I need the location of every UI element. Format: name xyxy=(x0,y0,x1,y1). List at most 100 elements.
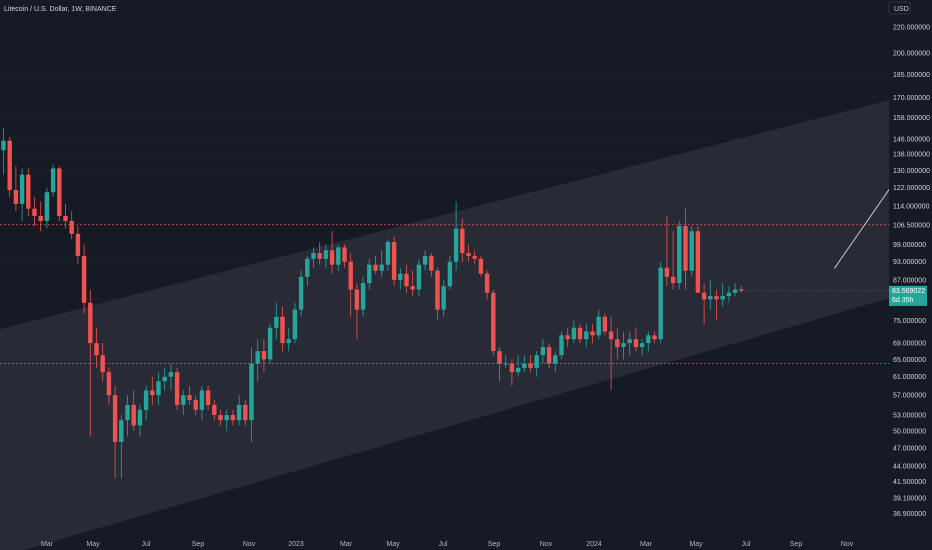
candle-body xyxy=(236,404,242,421)
candle-body xyxy=(720,296,725,300)
candle-body xyxy=(112,395,118,443)
candle-body xyxy=(249,363,254,421)
y-tick-label: 75.000000 xyxy=(893,318,926,325)
candle xyxy=(478,255,484,277)
candle-body xyxy=(174,372,180,405)
candle xyxy=(168,363,174,391)
y-tick-label: 138.000000 xyxy=(893,152,930,159)
candle-body xyxy=(627,339,632,344)
candle xyxy=(739,286,744,293)
candle-body xyxy=(329,250,335,265)
candle xyxy=(187,385,192,405)
candle-body xyxy=(646,335,651,344)
candle xyxy=(106,367,112,405)
currency-badge[interactable] xyxy=(888,1,911,15)
candle-body xyxy=(255,351,260,364)
candle-body xyxy=(373,264,378,271)
candle xyxy=(398,267,403,290)
y-tick-label: 106.500000 xyxy=(893,222,930,229)
candle xyxy=(509,359,515,386)
trend-channel[interactable] xyxy=(0,74,932,550)
y-tick-label: 53.000000 xyxy=(893,413,926,420)
candle xyxy=(596,309,601,340)
candle xyxy=(497,347,502,382)
candle-body xyxy=(472,255,477,259)
candle-body xyxy=(292,309,298,340)
candle xyxy=(81,244,87,314)
price-axis[interactable] xyxy=(889,0,932,550)
candle xyxy=(540,339,546,364)
x-tick-label: May xyxy=(689,541,703,548)
candle xyxy=(714,289,719,321)
candle xyxy=(236,395,242,426)
candle xyxy=(633,327,639,352)
candle-body xyxy=(243,404,248,421)
candle-body xyxy=(267,327,273,360)
candle-body xyxy=(708,296,713,300)
candle xyxy=(267,324,273,364)
candle xyxy=(584,324,589,348)
candle-body xyxy=(311,253,316,259)
candle-body xyxy=(658,267,663,340)
candle xyxy=(88,289,93,437)
candle-body xyxy=(491,292,496,352)
candle xyxy=(243,400,248,426)
y-tick-label: 61.000000 xyxy=(893,374,926,381)
candle xyxy=(590,324,595,344)
y-tick-label: 93.000000 xyxy=(893,259,926,266)
candle xyxy=(429,253,434,277)
candle-body xyxy=(187,395,192,401)
candle xyxy=(336,244,341,271)
candle-body xyxy=(683,226,688,271)
y-tick-label: 130.000000 xyxy=(893,168,930,175)
candle xyxy=(261,339,267,373)
candle-body xyxy=(100,355,105,373)
y-tick-label: 69.000000 xyxy=(893,341,926,348)
candle-body xyxy=(168,372,174,377)
y-tick-label: 114.000000 xyxy=(893,204,930,211)
candle xyxy=(329,231,335,274)
candle xyxy=(416,258,422,297)
candle xyxy=(38,201,43,232)
candle-body xyxy=(224,415,229,421)
candle-body xyxy=(447,261,453,287)
candle-body xyxy=(94,343,99,356)
candle-body xyxy=(286,339,291,344)
candle xyxy=(571,320,577,344)
candle-body xyxy=(528,363,533,368)
candle xyxy=(689,226,694,277)
x-tick-label: Mar xyxy=(41,541,54,548)
candle xyxy=(410,270,415,297)
y-tick-label: 146.000000 xyxy=(893,136,930,143)
candle-body xyxy=(441,286,446,310)
candle-body xyxy=(596,316,601,336)
candle-body xyxy=(522,363,527,368)
candle xyxy=(150,376,155,405)
candles xyxy=(1,127,744,479)
candle xyxy=(732,283,738,297)
candle xyxy=(385,239,391,271)
candle xyxy=(255,339,260,382)
candle-body xyxy=(261,351,267,360)
x-tick-label: Jul xyxy=(742,541,751,548)
candle xyxy=(484,270,490,300)
y-tick-label: 39.100000 xyxy=(893,495,926,502)
candle-body xyxy=(26,174,31,209)
candle-body xyxy=(205,390,211,405)
y-tick-label: 158.000000 xyxy=(893,115,930,122)
candle-body xyxy=(565,335,570,340)
candle-body xyxy=(106,372,112,396)
candle-body xyxy=(732,289,738,293)
candle-body xyxy=(181,395,186,405)
candle-body xyxy=(639,343,645,348)
candle xyxy=(63,203,68,229)
candle-body xyxy=(478,258,484,274)
candle xyxy=(348,253,353,317)
candle-body xyxy=(422,255,428,265)
candle xyxy=(608,316,614,391)
current-price-value: 83.569022 xyxy=(892,288,925,295)
candle-body xyxy=(621,343,626,348)
x-tick-label: Nov xyxy=(540,541,553,548)
x-tick-label: Jul xyxy=(439,541,448,548)
